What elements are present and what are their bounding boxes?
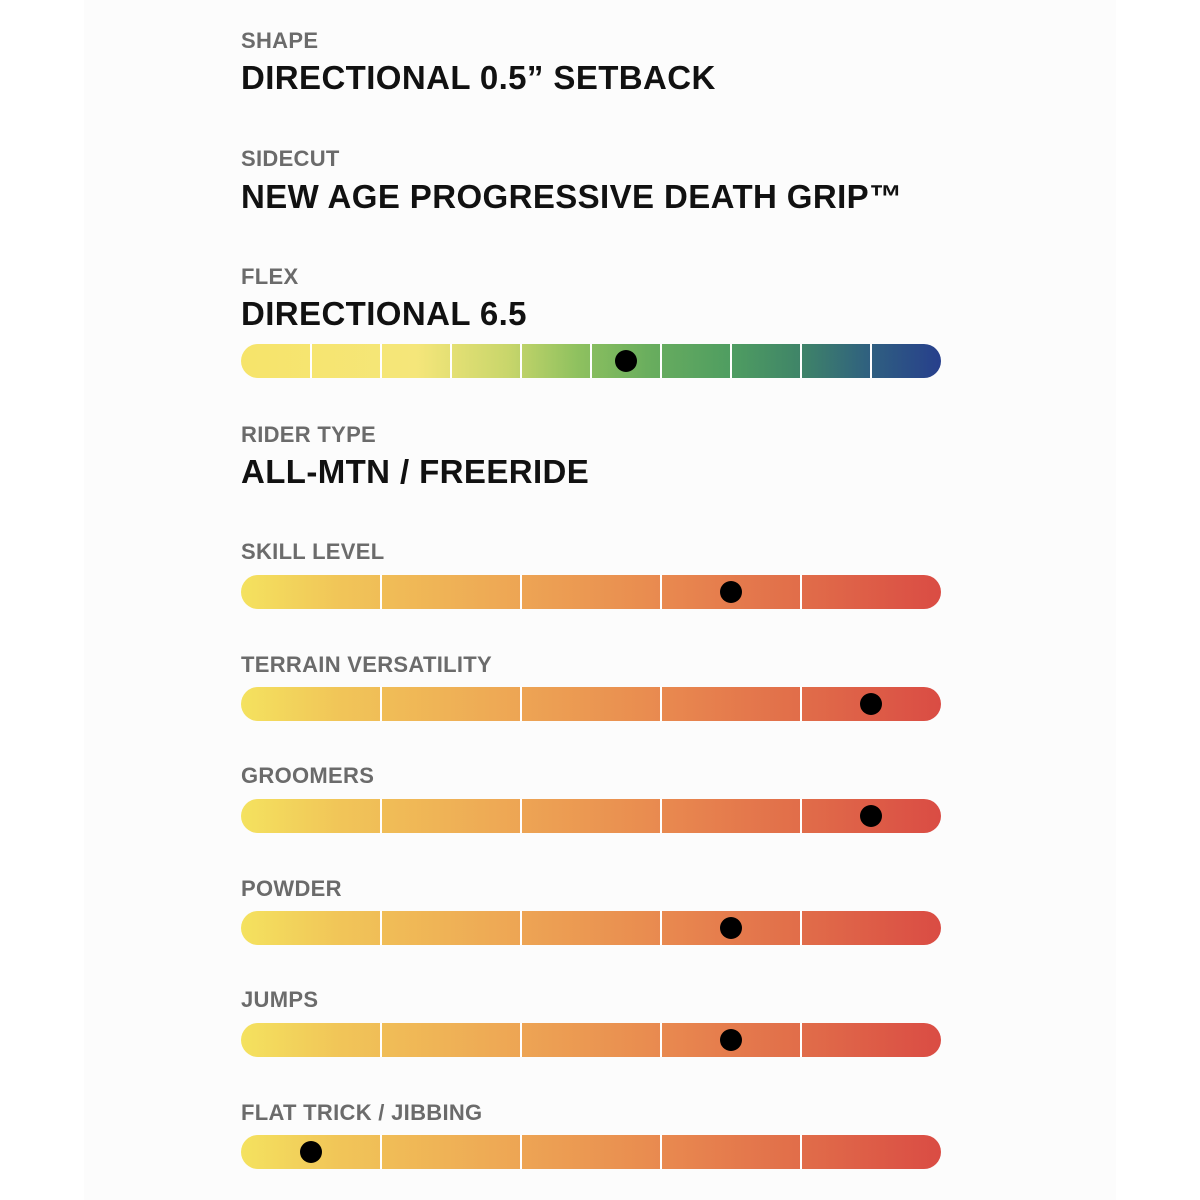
flex-divider bbox=[800, 344, 802, 378]
shape-value: DIRECTIONAL 0.5” SETBACK bbox=[241, 59, 716, 96]
rating-divider bbox=[660, 1023, 662, 1057]
rating-divider bbox=[800, 687, 802, 721]
rating-divider bbox=[800, 1135, 802, 1169]
rating-divider bbox=[520, 1135, 522, 1169]
shape-label: SHAPE bbox=[241, 28, 319, 53]
rating-divider bbox=[520, 1023, 522, 1057]
rating-divider bbox=[660, 575, 662, 609]
jumps-label: JUMPS bbox=[241, 987, 319, 1012]
rating-marker bbox=[720, 1029, 742, 1051]
rating-divider bbox=[380, 687, 382, 721]
rating-marker bbox=[860, 693, 882, 715]
rating-divider bbox=[660, 1135, 662, 1169]
flat-trick-jibbing-label: FLAT TRICK / JIBBING bbox=[241, 1100, 483, 1125]
rating-divider bbox=[520, 911, 522, 945]
flex-divider bbox=[310, 344, 312, 378]
flex-divider bbox=[870, 344, 872, 378]
rating-divider bbox=[800, 799, 802, 833]
rating-divider bbox=[380, 799, 382, 833]
flex-divider bbox=[380, 344, 382, 378]
sidecut-label: SIDECUT bbox=[241, 146, 340, 171]
flex-scale-bar bbox=[241, 344, 941, 378]
flex-divider bbox=[450, 344, 452, 378]
flex-divider bbox=[730, 344, 732, 378]
skill-level-bar bbox=[241, 575, 941, 609]
flex-label: FLEX bbox=[241, 264, 299, 289]
flex-value: DIRECTIONAL 6.5 bbox=[241, 295, 527, 332]
rating-divider bbox=[520, 687, 522, 721]
terrain-versatility-label: TERRAIN VERSATILITY bbox=[241, 652, 492, 677]
jumps-bar bbox=[241, 1023, 941, 1057]
rating-marker bbox=[720, 581, 742, 603]
rating-divider bbox=[380, 575, 382, 609]
flat-trick-jibbing-bar bbox=[241, 1135, 941, 1169]
rider-type-value: ALL-MTN / FREERIDE bbox=[241, 453, 590, 490]
sidecut-value: NEW AGE PROGRESSIVE DEATH GRIP™ bbox=[241, 178, 903, 215]
powder-bar bbox=[241, 911, 941, 945]
rating-divider bbox=[800, 1023, 802, 1057]
rating-marker bbox=[720, 917, 742, 939]
rating-marker bbox=[860, 805, 882, 827]
flex-divider bbox=[590, 344, 592, 378]
flex-divider bbox=[520, 344, 522, 378]
skill-level-label: SKILL LEVEL bbox=[241, 539, 385, 564]
flex-marker bbox=[615, 350, 637, 372]
rating-divider bbox=[660, 799, 662, 833]
groomers-label: GROOMERS bbox=[241, 763, 375, 788]
groomers-bar bbox=[241, 799, 941, 833]
rating-divider bbox=[380, 911, 382, 945]
rating-divider bbox=[660, 687, 662, 721]
rating-marker bbox=[300, 1141, 322, 1163]
flex-divider bbox=[660, 344, 662, 378]
rating-divider bbox=[800, 911, 802, 945]
terrain-versatility-bar bbox=[241, 687, 941, 721]
powder-label: POWDER bbox=[241, 876, 342, 901]
rating-divider bbox=[800, 575, 802, 609]
rider-type-label: RIDER TYPE bbox=[241, 422, 377, 447]
rating-divider bbox=[660, 911, 662, 945]
rating-divider bbox=[520, 575, 522, 609]
rating-divider bbox=[520, 799, 522, 833]
rating-divider bbox=[380, 1135, 382, 1169]
rating-divider bbox=[380, 1023, 382, 1057]
